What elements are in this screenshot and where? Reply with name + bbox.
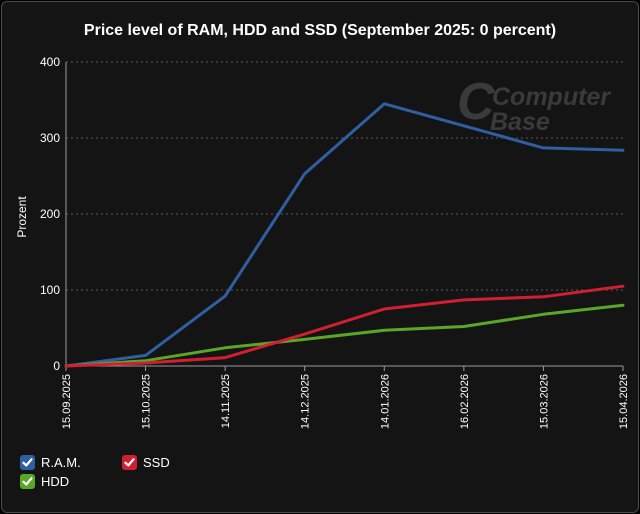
x-tick-label: 16.02.2026 xyxy=(459,374,471,429)
x-tick-label: 15.09.2025 xyxy=(61,374,73,429)
y-tick-label: 0 xyxy=(53,359,60,373)
y-axis-label: Prozent xyxy=(15,196,29,238)
y-tick-label: 200 xyxy=(40,207,60,221)
x-tick-label: 15.10.2025 xyxy=(141,374,153,429)
series-line-hdd[interactable] xyxy=(64,303,625,368)
x-tick-label: 15.04.2026 xyxy=(618,374,630,429)
watermark-letter-c: C xyxy=(457,73,496,131)
y-tick-label: 400 xyxy=(40,55,60,69)
x-tick-label: 14.11.2025 xyxy=(220,374,232,428)
series-line-ram[interactable] xyxy=(64,102,625,368)
legend-item-ssd[interactable]: SSD xyxy=(122,455,212,470)
chart-title: Price level of RAM, HDD and SSD (Septemb… xyxy=(84,22,556,39)
series-line-ssd[interactable] xyxy=(64,284,625,368)
x-tick-label: 14.12.2025 xyxy=(300,374,312,429)
legend-label-ram: R.A.M. xyxy=(41,455,81,470)
y-tick-label: 100 xyxy=(40,283,60,297)
watermark-line1: Computer xyxy=(492,83,611,111)
computerbase-logo-watermark: C Computer Base xyxy=(457,73,611,136)
watermark-line2: Base xyxy=(490,108,550,136)
legend: R.A.M. SSD HDD xyxy=(20,455,212,489)
x-tick-label: 15.03.2026 xyxy=(538,374,550,429)
legend-item-ram[interactable]: R.A.M. xyxy=(20,455,122,470)
legend-item-hdd[interactable]: HDD xyxy=(20,474,122,489)
checkbox-checked-icon[interactable] xyxy=(20,455,35,470)
legend-label-hdd: HDD xyxy=(41,474,70,489)
y-tick-label: 300 xyxy=(40,131,60,145)
checkbox-checked-icon[interactable] xyxy=(122,455,137,470)
legend-label-ssd: SSD xyxy=(143,455,170,470)
checkbox-checked-icon[interactable] xyxy=(20,474,35,489)
x-tick-label: 14.01.2026 xyxy=(379,374,391,429)
